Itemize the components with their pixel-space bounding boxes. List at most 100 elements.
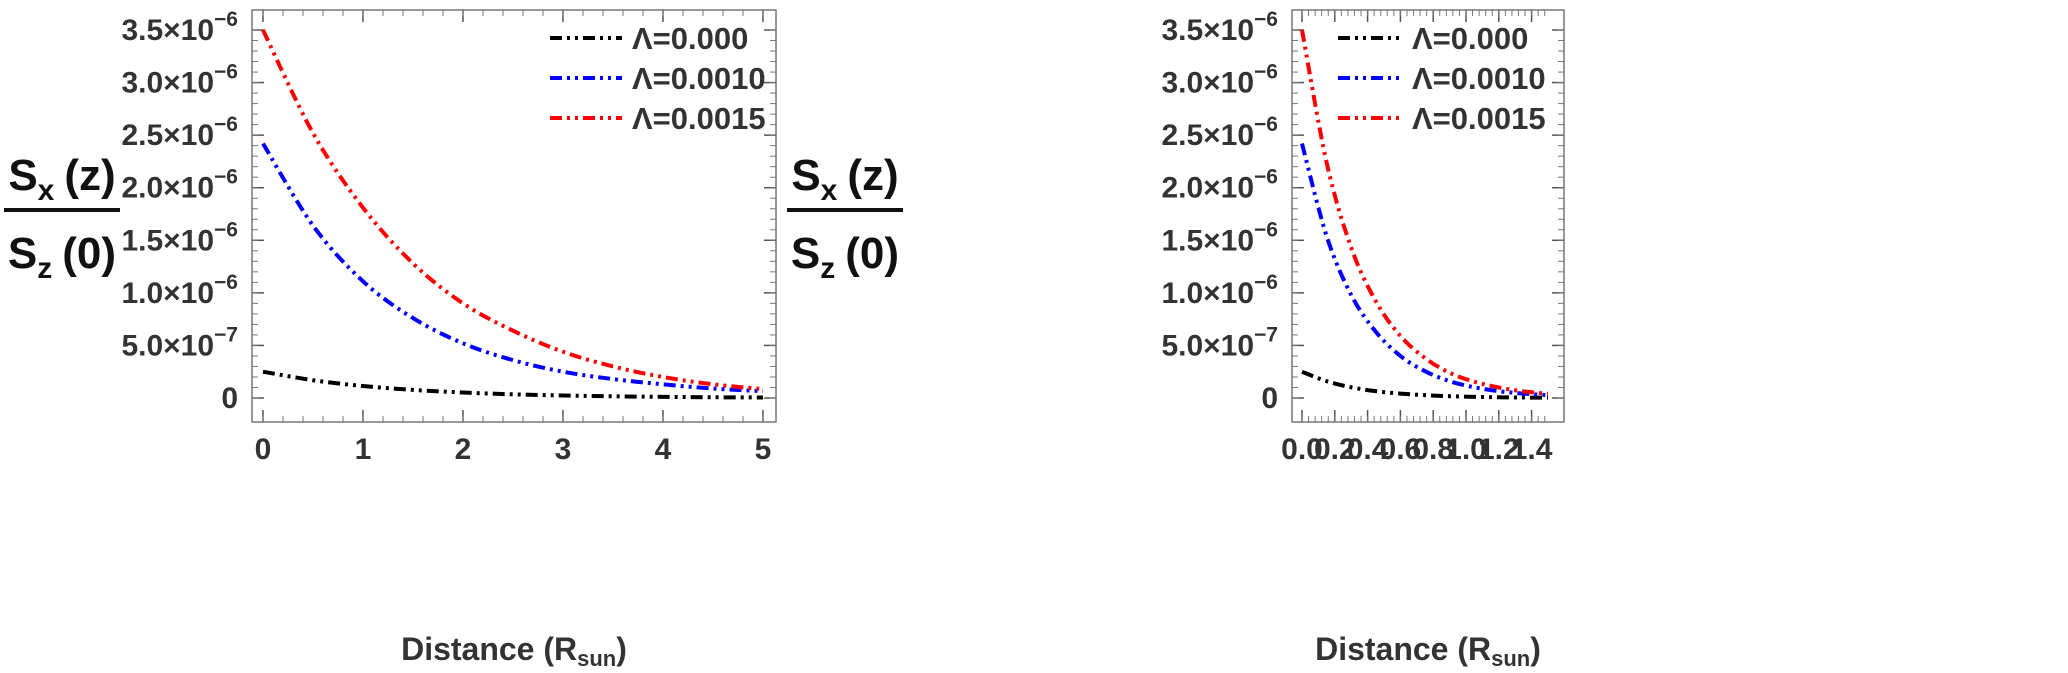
y-axis-label: Sx (z) Sz (0) [4,151,120,285]
legend-label-1: Λ=0.000 [1412,21,1528,56]
y-tick-mantissa: 0 [221,382,238,415]
denominator-argument: (0) [845,229,899,278]
y-tick-mantissa: 2.0×10 [1161,172,1254,205]
y-tick-mantissa: 0 [1261,382,1278,415]
x-axis-label: Distance (Rsun) [401,631,627,668]
x-axis-label-main: Distance (R [1315,631,1491,667]
y-tick-mantissa: 1.0×10 [121,277,214,310]
y-tick-exponent: −6 [214,61,238,84]
x-tick-label: 4 [655,433,672,466]
y-tick-exponent: −6 [1254,271,1278,294]
denominator-subscript: z [37,252,52,285]
plot-frame [1291,9,1565,423]
y-tick-label: 1.5×10−6 [121,218,238,257]
y-tick-exponent: −6 [1254,113,1278,136]
y-tick-mantissa: 2.5×10 [121,119,214,152]
series-line-3 [261,29,764,392]
numerator-subscript: x [38,174,55,207]
series-line-1 [262,369,764,400]
y-tick-mantissa: 5.0×10 [1161,329,1254,362]
y-tick-label: 2.5×10−6 [1161,113,1278,152]
y-tick-exponent: −7 [214,323,238,346]
y-tick-exponent: −6 [1254,8,1278,31]
legend-label-2: Λ=0.0010 [1412,61,1546,96]
x-tick-label: 0.8 [1412,433,1454,466]
plot-frame [251,9,777,423]
y-tick-exponent: −6 [214,218,238,241]
y-tick-label: 1.0×10−6 [121,271,238,310]
x-tick-label: 0.6 [1380,433,1422,466]
y-tick-label: 3.0×10−6 [1161,61,1278,100]
y-axis-label: Sx (z) Sz (0) [787,151,903,285]
y-tick-label: 1.5×10−6 [1161,218,1278,257]
denominator-argument: (0) [62,229,116,278]
series-line-1 [1301,369,1549,400]
y-tick-mantissa: 5.0×10 [121,329,214,362]
x-axis-label-close: ) [1530,631,1541,667]
denominator-subscript: z [820,252,835,285]
y-axis-label-denominator: Sz (0) [8,229,116,285]
series-line-2 [261,142,764,394]
x-tick-label: 1.2 [1478,433,1520,466]
y-tick-mantissa: 3.5×10 [121,14,214,47]
x-tick-label: 1 [355,433,372,466]
y-tick-label: 1.0×10−6 [1161,271,1278,310]
y-tick-label: 5.0×10−7 [121,323,238,362]
numerator-argument: (z) [847,151,898,200]
y-axis-label-numerator: Sx (z) [8,151,115,207]
y-tick-label: 0 [1261,382,1278,415]
y-tick-label: 2.5×10−6 [121,113,238,152]
x-tick-label: 0.2 [1314,433,1356,466]
y-tick-exponent: −7 [1254,323,1278,346]
chart-panel-1: 0 1 2 3 4 505.0×10−71.0×10−61.5×10−62.0×10−62… [4,8,777,671]
y-tick-label: 0 [221,382,238,415]
legend-label-3: Λ=0.0015 [632,101,766,136]
x-axis-label-sub: sun [577,646,616,668]
x-tick-label: 3 [555,433,572,466]
numerator-subscript: x [821,174,838,207]
chart-panel-2: 0.00.20.40.60.81.01.21.405.0×10−71.0×10−… [787,8,1565,671]
y-tick-mantissa: 1.0×10 [1161,277,1254,310]
x-axis-label: Distance (Rsun) [1315,631,1541,668]
y-tick-label: 3.5×10−6 [121,8,238,47]
denominator-symbol: S [8,229,37,278]
y-tick-exponent: −6 [214,113,238,136]
y-tick-mantissa: 3.5×10 [1161,14,1254,47]
y-tick-mantissa: 1.5×10 [121,224,214,257]
y-tick-label: 3.5×10−6 [1161,8,1278,47]
y-tick-label: 5.0×10−7 [1161,323,1278,362]
numerator-symbol: S [791,151,820,200]
x-axis-label-sub: sun [1491,646,1530,668]
x-tick-label: 5 [755,433,772,466]
y-tick-label: 2.0×10−6 [121,166,238,205]
y-tick-exponent: −6 [1254,61,1278,84]
y-tick-exponent: −6 [214,8,238,31]
y-axis-label-denominator: Sz (0) [791,229,899,285]
numerator-symbol: S [8,151,37,200]
x-tick-label: 0 [255,433,272,466]
x-tick-label: 2 [455,433,472,466]
y-axis-label-numerator: Sx (z) [791,151,898,207]
y-tick-mantissa: 2.0×10 [121,172,214,205]
y-tick-exponent: −6 [1254,166,1278,189]
numerator-argument: (z) [64,151,115,200]
y-tick-mantissa: 2.5×10 [1161,119,1254,152]
x-axis-label-main: Distance (R [401,631,577,667]
legend-label-3: Λ=0.0015 [1412,101,1546,136]
y-tick-label: 3.0×10−6 [121,61,238,100]
y-tick-label: 2.0×10−6 [1161,166,1278,205]
denominator-symbol: S [791,229,820,278]
y-tick-exponent: −6 [214,166,238,189]
x-tick-label: 1.4 [1511,433,1553,466]
series-line-2 [1300,143,1549,398]
y-tick-mantissa: 1.5×10 [1161,224,1254,257]
y-tick-mantissa: 3.0×10 [1161,67,1254,100]
legend-label-2: Λ=0.0010 [632,61,766,96]
x-tick-label: 0.4 [1347,433,1389,466]
y-tick-mantissa: 3.0×10 [121,67,214,100]
y-tick-exponent: −6 [1254,218,1278,241]
x-tick-label: 1.0 [1445,433,1487,466]
x-axis-label-close: ) [616,631,627,667]
